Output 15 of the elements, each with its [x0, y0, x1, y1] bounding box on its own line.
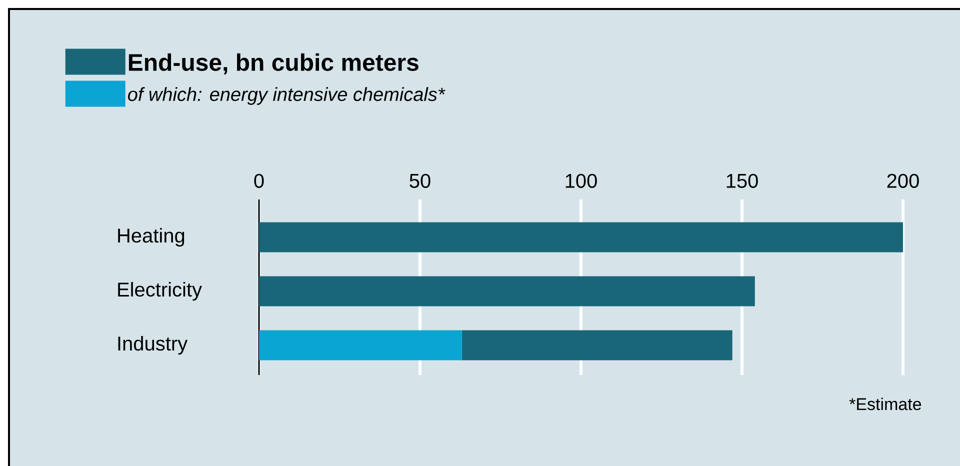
y-tick-label: Heating [118, 228, 184, 247]
text: *Estimate [849, 398, 922, 410]
x-tick-label: 50 [410, 174, 430, 188]
x-tick-label: 100 [566, 174, 597, 188]
bar [259, 276, 755, 306]
legend-label: of which: energy intensive chemicals* [128, 87, 446, 105]
bar [462, 330, 732, 360]
x-tick-label: 0 [254, 174, 264, 188]
legend-label: End-use, bn cubic meters [128, 53, 418, 74]
x-tick-label: 150 [726, 174, 758, 188]
x-tick-label: 200 [887, 174, 919, 188]
y-tick-label: Industry [118, 336, 188, 355]
bar [259, 222, 904, 252]
bar [259, 330, 462, 360]
y-tick-label: Electricity [118, 282, 202, 301]
